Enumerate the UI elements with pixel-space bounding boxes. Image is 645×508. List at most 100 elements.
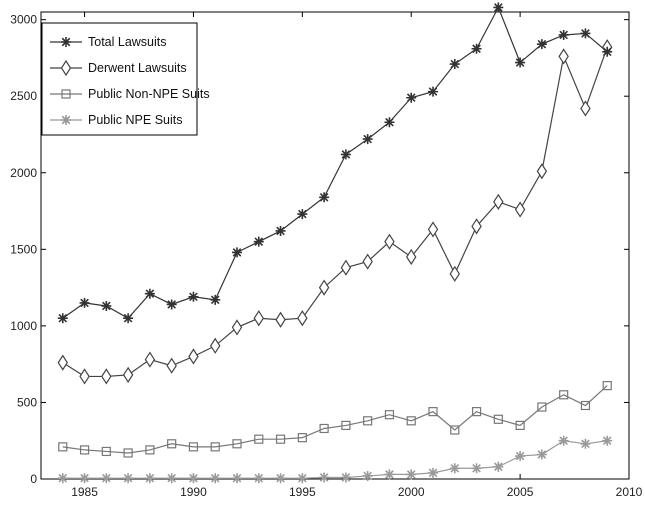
x-tick-label: 2010 xyxy=(616,485,643,499)
data-point xyxy=(406,92,417,103)
data-point xyxy=(210,473,221,484)
data-point xyxy=(166,473,177,484)
data-point xyxy=(297,310,308,327)
legend-label: Total Lawsuits xyxy=(88,35,167,49)
x-tick-label: 2005 xyxy=(507,485,534,499)
data-point xyxy=(144,473,155,484)
y-tick-label: 2000 xyxy=(10,166,37,180)
data-point xyxy=(602,381,612,391)
data-point xyxy=(318,279,330,296)
data-point xyxy=(58,442,68,452)
data-point xyxy=(123,473,134,484)
data-point xyxy=(101,473,112,484)
data-point xyxy=(341,420,351,431)
data-point xyxy=(340,472,351,483)
data-point xyxy=(232,247,242,258)
legend-marker xyxy=(61,89,71,99)
data-point xyxy=(340,149,351,160)
data-point xyxy=(406,469,417,480)
data-point xyxy=(406,416,416,426)
data-point xyxy=(188,291,199,302)
data-point xyxy=(101,300,112,311)
data-point xyxy=(210,442,220,452)
data-point xyxy=(57,473,68,484)
data-point xyxy=(558,435,569,446)
x-tick-label: 2000 xyxy=(398,485,425,499)
data-point xyxy=(514,201,526,218)
data-point xyxy=(254,434,264,444)
data-point xyxy=(449,265,460,282)
data-point xyxy=(319,192,330,203)
data-point xyxy=(362,253,373,270)
data-point xyxy=(449,59,460,70)
data-point xyxy=(166,299,177,310)
data-point xyxy=(123,448,133,458)
data-point xyxy=(362,470,373,481)
data-point xyxy=(123,313,134,324)
data-point xyxy=(515,57,526,68)
data-point xyxy=(515,451,526,462)
data-point xyxy=(79,297,90,308)
axis-ticks: 1985 1990 1995 2000 2005 2010 0 500 1000 1500 2000… xyxy=(10,12,643,499)
y-tick-label: 0 xyxy=(30,472,37,486)
data-point xyxy=(450,425,460,435)
data-point xyxy=(602,46,613,57)
data-point xyxy=(493,461,504,472)
data-point xyxy=(406,248,417,266)
data-point xyxy=(558,48,569,65)
data-point xyxy=(449,463,460,474)
data-point xyxy=(493,414,503,424)
data-point xyxy=(79,473,90,484)
data-point xyxy=(297,433,307,443)
data-point xyxy=(275,225,286,236)
legend: Total Lawsuits Derwent Lawsuits Public Non… xyxy=(41,22,210,136)
data-point xyxy=(536,449,547,460)
data-point xyxy=(536,163,548,180)
data-point xyxy=(471,463,482,474)
data-point xyxy=(580,100,591,117)
data-point xyxy=(515,420,525,431)
data-point xyxy=(145,445,155,455)
data-point xyxy=(471,43,482,54)
legend-entry: Derwent Lawsuits xyxy=(50,59,187,77)
data-point xyxy=(471,407,482,417)
data-point xyxy=(493,193,504,210)
legend-marker xyxy=(61,115,71,125)
data-point xyxy=(210,294,221,305)
legend-label: Public Non-NPE Suits xyxy=(88,87,210,101)
data-point xyxy=(144,351,156,368)
data-point xyxy=(167,439,177,449)
data-point xyxy=(537,402,547,412)
data-point xyxy=(558,29,569,40)
data-point xyxy=(188,442,199,452)
data-point xyxy=(232,473,242,484)
data-point xyxy=(384,233,395,250)
data-point xyxy=(253,473,264,484)
data-point xyxy=(319,472,330,483)
y-tick-label: 500 xyxy=(17,395,37,409)
data-point xyxy=(275,473,286,484)
data-point xyxy=(427,221,439,238)
data-point xyxy=(297,473,308,484)
data-point xyxy=(428,407,438,417)
data-point xyxy=(79,368,90,385)
legend-entry: Public NPE Suits xyxy=(50,113,182,127)
series-total-lawsuits xyxy=(57,2,613,324)
legend-label: Derwent Lawsuits xyxy=(88,61,187,75)
x-tick-label: 1985 xyxy=(71,485,98,499)
data-point xyxy=(232,439,242,449)
data-point xyxy=(144,288,155,299)
data-point xyxy=(580,438,591,449)
data-point xyxy=(428,86,438,97)
data-point xyxy=(210,337,221,354)
data-point xyxy=(188,348,199,365)
y-tick-label: 3000 xyxy=(10,13,37,27)
x-tick-label: 1990 xyxy=(180,485,207,499)
data-point xyxy=(384,410,395,420)
data-point xyxy=(57,313,68,324)
data-point xyxy=(253,310,264,327)
series-public-non-npe-suits xyxy=(58,381,612,458)
data-point xyxy=(536,39,547,50)
data-point xyxy=(471,218,482,235)
